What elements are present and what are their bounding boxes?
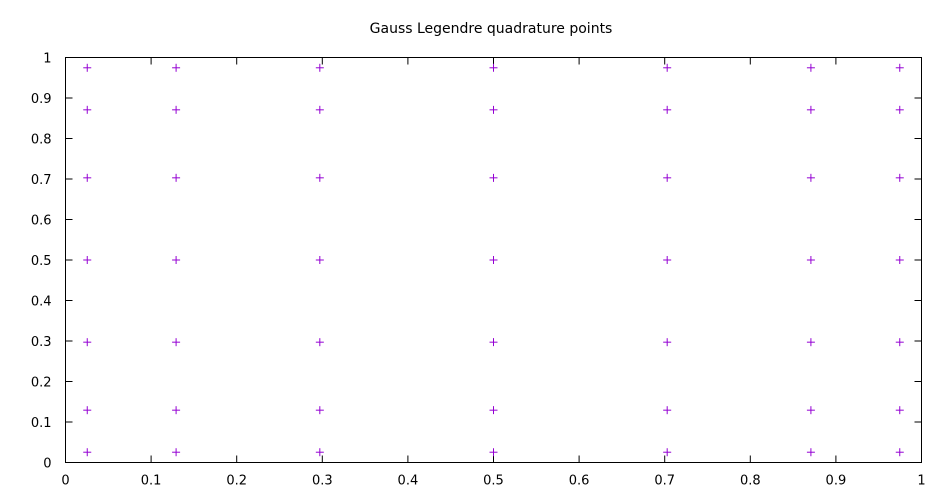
x-tick-label: 0.8: [740, 474, 761, 489]
data-point: [172, 256, 181, 264]
y-tick-label: 0.5: [31, 254, 52, 269]
data-point: [806, 338, 815, 347]
data-point: [806, 448, 815, 457]
data-point: [83, 173, 92, 182]
x-tick-label: 0.5: [483, 474, 504, 489]
data-point: [663, 338, 672, 347]
data-point: [172, 63, 181, 72]
data-point: [172, 448, 181, 457]
data-point: [489, 256, 498, 264]
data-point: [315, 448, 324, 457]
data-point: [83, 256, 92, 264]
data-point: [806, 406, 815, 415]
x-tick-label: 0.2: [226, 474, 247, 489]
data-point: [315, 406, 324, 415]
data-point: [315, 338, 324, 347]
y-axis: 0 0.1 0.2 0.3 0.4 0.5 0.6 0.7 0.8 0.9 1: [31, 52, 922, 472]
y-tick-label: 0.2: [31, 376, 52, 391]
x-tick-label: 0.3: [312, 474, 333, 489]
data-point: [489, 173, 498, 182]
y-tick-label: 0.6: [31, 214, 52, 229]
x-tick-label: 0.9: [826, 474, 847, 489]
data-point: [489, 63, 498, 72]
data-point: [895, 406, 904, 415]
x-tick-label: 0.7: [654, 474, 675, 489]
data-point: [83, 63, 92, 72]
y-tick-label: 0.4: [31, 295, 52, 310]
data-point: [806, 105, 815, 114]
x-tick-label: 0.4: [398, 474, 419, 489]
x-tick-label: 0.1: [141, 474, 162, 489]
data-point: [663, 173, 672, 182]
x-tick-label: 1: [917, 474, 925, 489]
x-tick-label: 0: [61, 474, 69, 489]
data-point: [663, 406, 672, 415]
data-point: [489, 406, 498, 415]
data-point: [806, 256, 815, 264]
data-point: [663, 105, 672, 114]
data-point: [172, 105, 181, 114]
x-axis: 0 0.1 0.2 0.3 0.4 0.5 0.6 0.7 0.8 0.9 1: [61, 57, 926, 489]
data-point: [895, 105, 904, 114]
y-tick-label: 0.7: [31, 173, 52, 188]
data-point: [895, 63, 904, 72]
data-point: [895, 173, 904, 182]
data-point: [489, 338, 498, 347]
y-tick-label: 0.9: [31, 92, 52, 107]
data-point: [83, 406, 92, 415]
data-point: [806, 63, 815, 72]
y-tick-label: 1: [43, 52, 51, 67]
data-point: [172, 173, 181, 182]
data-point: [315, 63, 324, 72]
data-point: [663, 256, 672, 264]
data-point: [83, 105, 92, 114]
data-point: [489, 105, 498, 114]
y-tick-label: 0.3: [31, 335, 52, 350]
data-point: [315, 173, 324, 182]
data-point: [83, 338, 92, 347]
data-point: [172, 338, 181, 347]
chart-title: Gauss Legendre quadrature points: [370, 21, 613, 37]
data-point: [895, 256, 904, 264]
data-points: [83, 63, 904, 457]
data-point: [315, 105, 324, 114]
data-point: [83, 448, 92, 457]
data-point: [663, 63, 672, 72]
data-point: [315, 256, 324, 264]
data-point: [663, 448, 672, 457]
x-tick-label: 0.6: [569, 474, 590, 489]
data-point: [489, 448, 498, 457]
y-tick-label: 0.8: [31, 133, 52, 148]
y-tick-label: 0.1: [31, 416, 52, 431]
data-point: [895, 448, 904, 457]
data-point: [806, 173, 815, 182]
data-point: [172, 406, 181, 415]
data-point: [895, 338, 904, 347]
y-tick-label: 0: [43, 457, 51, 472]
